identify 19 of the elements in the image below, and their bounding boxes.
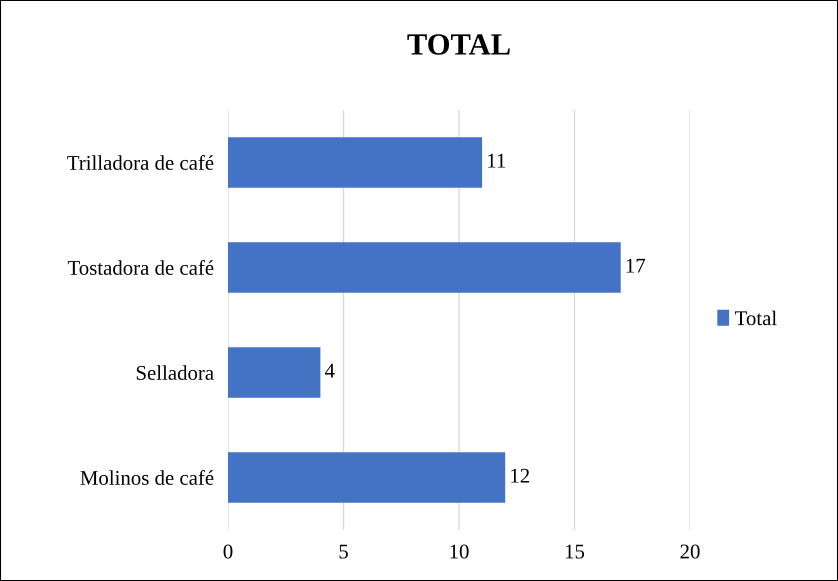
x-tick-label: 5 (340, 544, 348, 559)
data-label: 4 (324, 364, 335, 378)
x-tick-label: 15 (566, 544, 584, 559)
y-tick-label: Trilladora de café (67, 155, 214, 170)
bar (228, 347, 320, 398)
y-tick-label: Molinos de café (80, 470, 214, 485)
legend-label: Total (735, 310, 777, 326)
bar (228, 452, 506, 503)
bar (228, 137, 482, 188)
data-label: 11 (488, 154, 506, 168)
data-label: 17 (626, 258, 646, 273)
data-label: 12 (511, 468, 530, 483)
x-tick-label: 0 (224, 544, 232, 559)
y-tick-label: Tostadora de café (68, 260, 214, 275)
bar (228, 242, 621, 293)
chart-title: TOTAL (407, 34, 510, 55)
y-tick-label: Selladora (136, 365, 214, 380)
x-tick-label: 20 (680, 544, 700, 559)
x-tick-label: 10 (450, 544, 469, 559)
